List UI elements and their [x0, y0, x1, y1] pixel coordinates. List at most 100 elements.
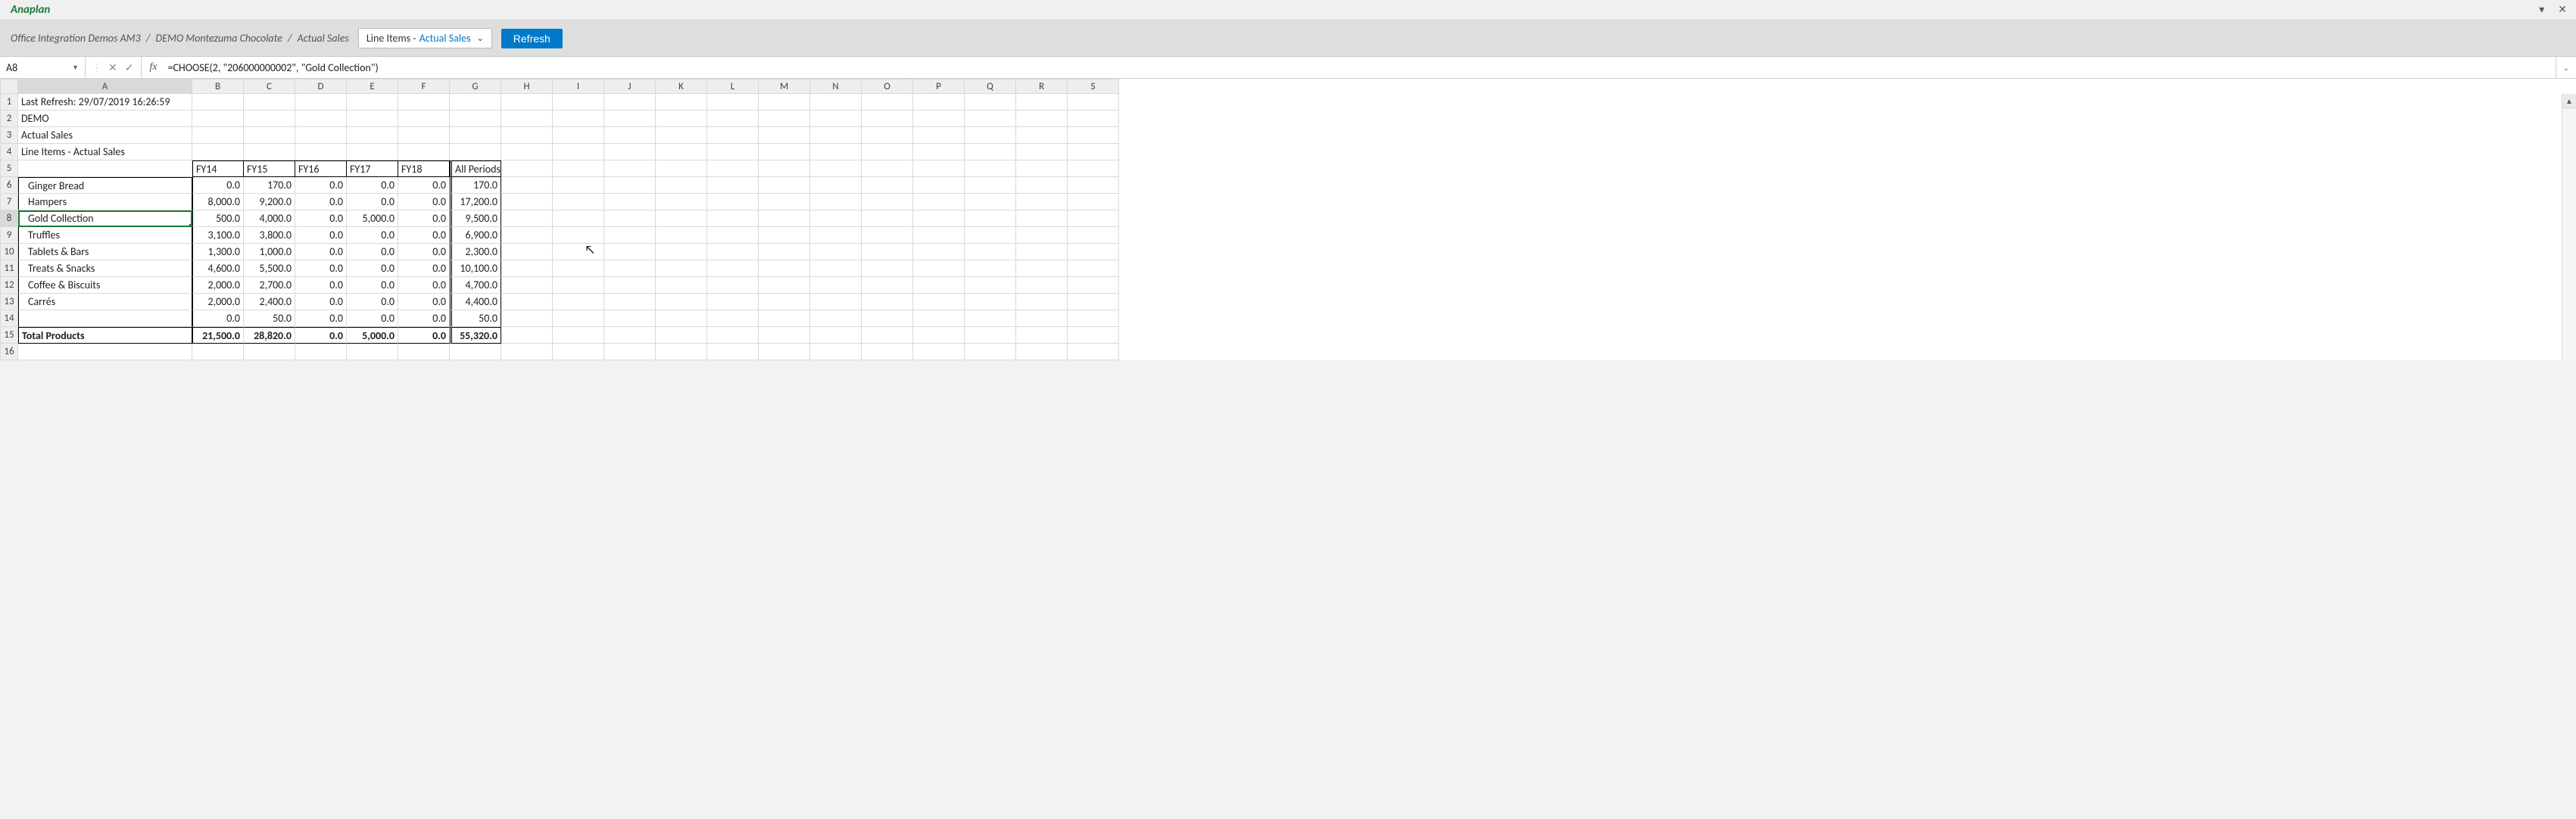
select-all-corner[interactable] — [0, 79, 18, 94]
cell[interactable] — [18, 344, 192, 360]
cell[interactable] — [913, 94, 965, 111]
cell[interactable] — [398, 111, 450, 127]
row-header[interactable]: 2 — [0, 111, 18, 127]
breadcrumb-part-0[interactable]: Office Integration Demos AM3 — [11, 32, 141, 45]
minimize-icon[interactable]: ▾ — [2539, 5, 2544, 15]
row-header[interactable]: 6 — [0, 177, 18, 194]
data-cell[interactable]: 0.0 — [295, 194, 347, 210]
cell[interactable] — [759, 127, 810, 144]
meta-cell[interactable]: Actual Sales — [18, 127, 192, 144]
cell[interactable] — [553, 244, 604, 260]
meta-cell[interactable]: DEMO — [18, 111, 192, 127]
column-header[interactable]: H — [501, 79, 553, 94]
cell[interactable] — [759, 177, 810, 194]
row-header[interactable]: 9 — [0, 227, 18, 244]
cell[interactable] — [707, 127, 759, 144]
cell[interactable] — [965, 244, 1016, 260]
cell[interactable] — [1016, 177, 1068, 194]
cell[interactable] — [862, 177, 913, 194]
cell[interactable] — [965, 111, 1016, 127]
cell[interactable] — [604, 111, 656, 127]
cell[interactable] — [707, 227, 759, 244]
cell[interactable] — [604, 344, 656, 360]
cell[interactable] — [501, 111, 553, 127]
column-header[interactable]: C — [244, 79, 295, 94]
scroll-up-icon[interactable]: ▲ — [2562, 94, 2576, 108]
cell[interactable] — [1016, 194, 1068, 210]
cell[interactable] — [707, 210, 759, 227]
cell[interactable] — [501, 177, 553, 194]
data-cell[interactable]: 0.0 — [398, 294, 450, 310]
data-cell[interactable]: 0.0 — [398, 244, 450, 260]
data-cell[interactable]: 0.0 — [398, 310, 450, 327]
data-cell[interactable]: 0.0 — [398, 194, 450, 210]
cell[interactable] — [707, 244, 759, 260]
cancel-icon[interactable]: ✕ — [108, 61, 117, 74]
cell[interactable] — [604, 244, 656, 260]
cell[interactable] — [707, 144, 759, 160]
cell[interactable] — [707, 294, 759, 310]
cell[interactable] — [913, 144, 965, 160]
cell[interactable] — [656, 160, 707, 177]
cell[interactable] — [553, 277, 604, 294]
period-header-cell[interactable]: FY17 — [347, 160, 398, 177]
cell[interactable] — [965, 177, 1016, 194]
cell[interactable] — [1068, 210, 1119, 227]
cell[interactable] — [553, 94, 604, 111]
cell[interactable] — [604, 194, 656, 210]
cell[interactable] — [1016, 344, 1068, 360]
data-cell[interactable]: 0.0 — [295, 177, 347, 194]
cell[interactable] — [347, 94, 398, 111]
product-label-cell[interactable]: Gold Collection — [18, 210, 192, 227]
cell[interactable] — [965, 277, 1016, 294]
cell[interactable] — [759, 310, 810, 327]
cell[interactable] — [604, 210, 656, 227]
cell[interactable] — [1068, 177, 1119, 194]
cell[interactable] — [553, 310, 604, 327]
data-cell[interactable]: 0.0 — [295, 277, 347, 294]
data-cell[interactable]: 4,700.0 — [450, 277, 501, 294]
column-header[interactable]: D — [295, 79, 347, 94]
data-cell[interactable]: 0.0 — [295, 244, 347, 260]
cell[interactable] — [1016, 277, 1068, 294]
cell[interactable] — [244, 127, 295, 144]
column-header[interactable]: O — [862, 79, 913, 94]
cell[interactable] — [656, 277, 707, 294]
cell[interactable] — [913, 111, 965, 127]
cell[interactable] — [1016, 160, 1068, 177]
column-header[interactable]: G — [450, 79, 501, 94]
cell[interactable] — [810, 127, 862, 144]
cell[interactable] — [295, 144, 347, 160]
cell[interactable] — [656, 111, 707, 127]
cell[interactable] — [450, 344, 501, 360]
cell[interactable] — [707, 260, 759, 277]
data-cell[interactable]: 0.0 — [295, 210, 347, 227]
cell[interactable] — [501, 277, 553, 294]
product-label-cell[interactable]: Coffee & Biscuits — [18, 277, 192, 294]
row-header[interactable]: 15 — [0, 327, 18, 344]
cell[interactable] — [862, 210, 913, 227]
product-label-cell[interactable]: Treats & Snacks — [18, 260, 192, 277]
data-cell[interactable]: 2,700.0 — [244, 277, 295, 294]
data-cell[interactable]: 0.0 — [295, 260, 347, 277]
cell[interactable] — [759, 260, 810, 277]
data-cell[interactable]: 17,200.0 — [450, 194, 501, 210]
cell[interactable] — [1016, 310, 1068, 327]
cell[interactable] — [913, 344, 965, 360]
data-cell[interactable]: 0.0 — [347, 260, 398, 277]
cell[interactable] — [1068, 194, 1119, 210]
cell[interactable] — [656, 244, 707, 260]
cell[interactable] — [501, 210, 553, 227]
row-header[interactable]: 4 — [0, 144, 18, 160]
cell[interactable] — [913, 310, 965, 327]
cell[interactable] — [501, 310, 553, 327]
cell[interactable] — [656, 327, 707, 344]
cell[interactable] — [759, 210, 810, 227]
cell[interactable] — [810, 227, 862, 244]
cell[interactable] — [1068, 277, 1119, 294]
cell[interactable] — [1068, 111, 1119, 127]
column-header[interactable]: F — [398, 79, 450, 94]
data-cell[interactable]: 0.0 — [398, 260, 450, 277]
cell[interactable] — [965, 127, 1016, 144]
data-cell[interactable]: 0.0 — [398, 277, 450, 294]
